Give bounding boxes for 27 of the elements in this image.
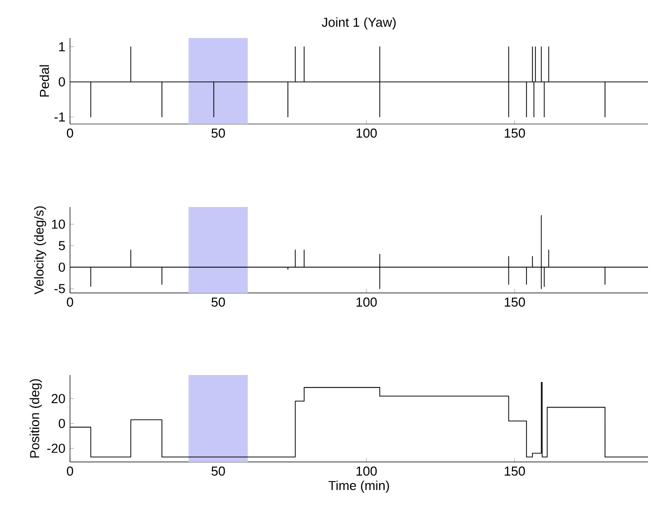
y-tick-label: 1 <box>59 42 65 52</box>
y-tick-label: -5 <box>54 284 65 294</box>
y-tick-label: 5 <box>58 241 65 250</box>
x-tick-label: 50 <box>212 128 225 138</box>
x-tick-label: 0 <box>66 466 74 476</box>
y-tick-label: 20 <box>52 394 65 404</box>
x-axis-title: Time (min) <box>328 480 389 493</box>
x-tick-label: 100 <box>356 466 377 476</box>
x-tick-label: 150 <box>504 466 525 476</box>
x-tick-label: 50 <box>212 466 225 476</box>
x-tick-label: 150 <box>504 298 525 307</box>
y-tick-label: 10 <box>52 220 65 229</box>
y-tick-label: 0 <box>58 418 65 428</box>
y-tick-label: -20 <box>47 444 65 453</box>
y-tick-label: 0 <box>58 77 65 86</box>
x-tick-label: 0 <box>66 128 74 138</box>
y-tick-label: -1 <box>54 112 65 122</box>
y-tick-label: 0 <box>58 262 65 272</box>
y-axis-title: Pedal <box>40 65 50 97</box>
x-tick-label: 100 <box>356 298 377 307</box>
y-axis-title: Velocity (deg/s) <box>34 206 46 294</box>
x-tick-label: 50 <box>212 298 225 307</box>
x-tick-label: 150 <box>504 128 525 138</box>
chart-title: Joint 1 (Yaw) <box>322 17 396 30</box>
x-tick-label: 0 <box>66 298 74 307</box>
x-tick-label: 100 <box>356 128 377 138</box>
y-axis-title: Position (deg) <box>30 379 42 458</box>
